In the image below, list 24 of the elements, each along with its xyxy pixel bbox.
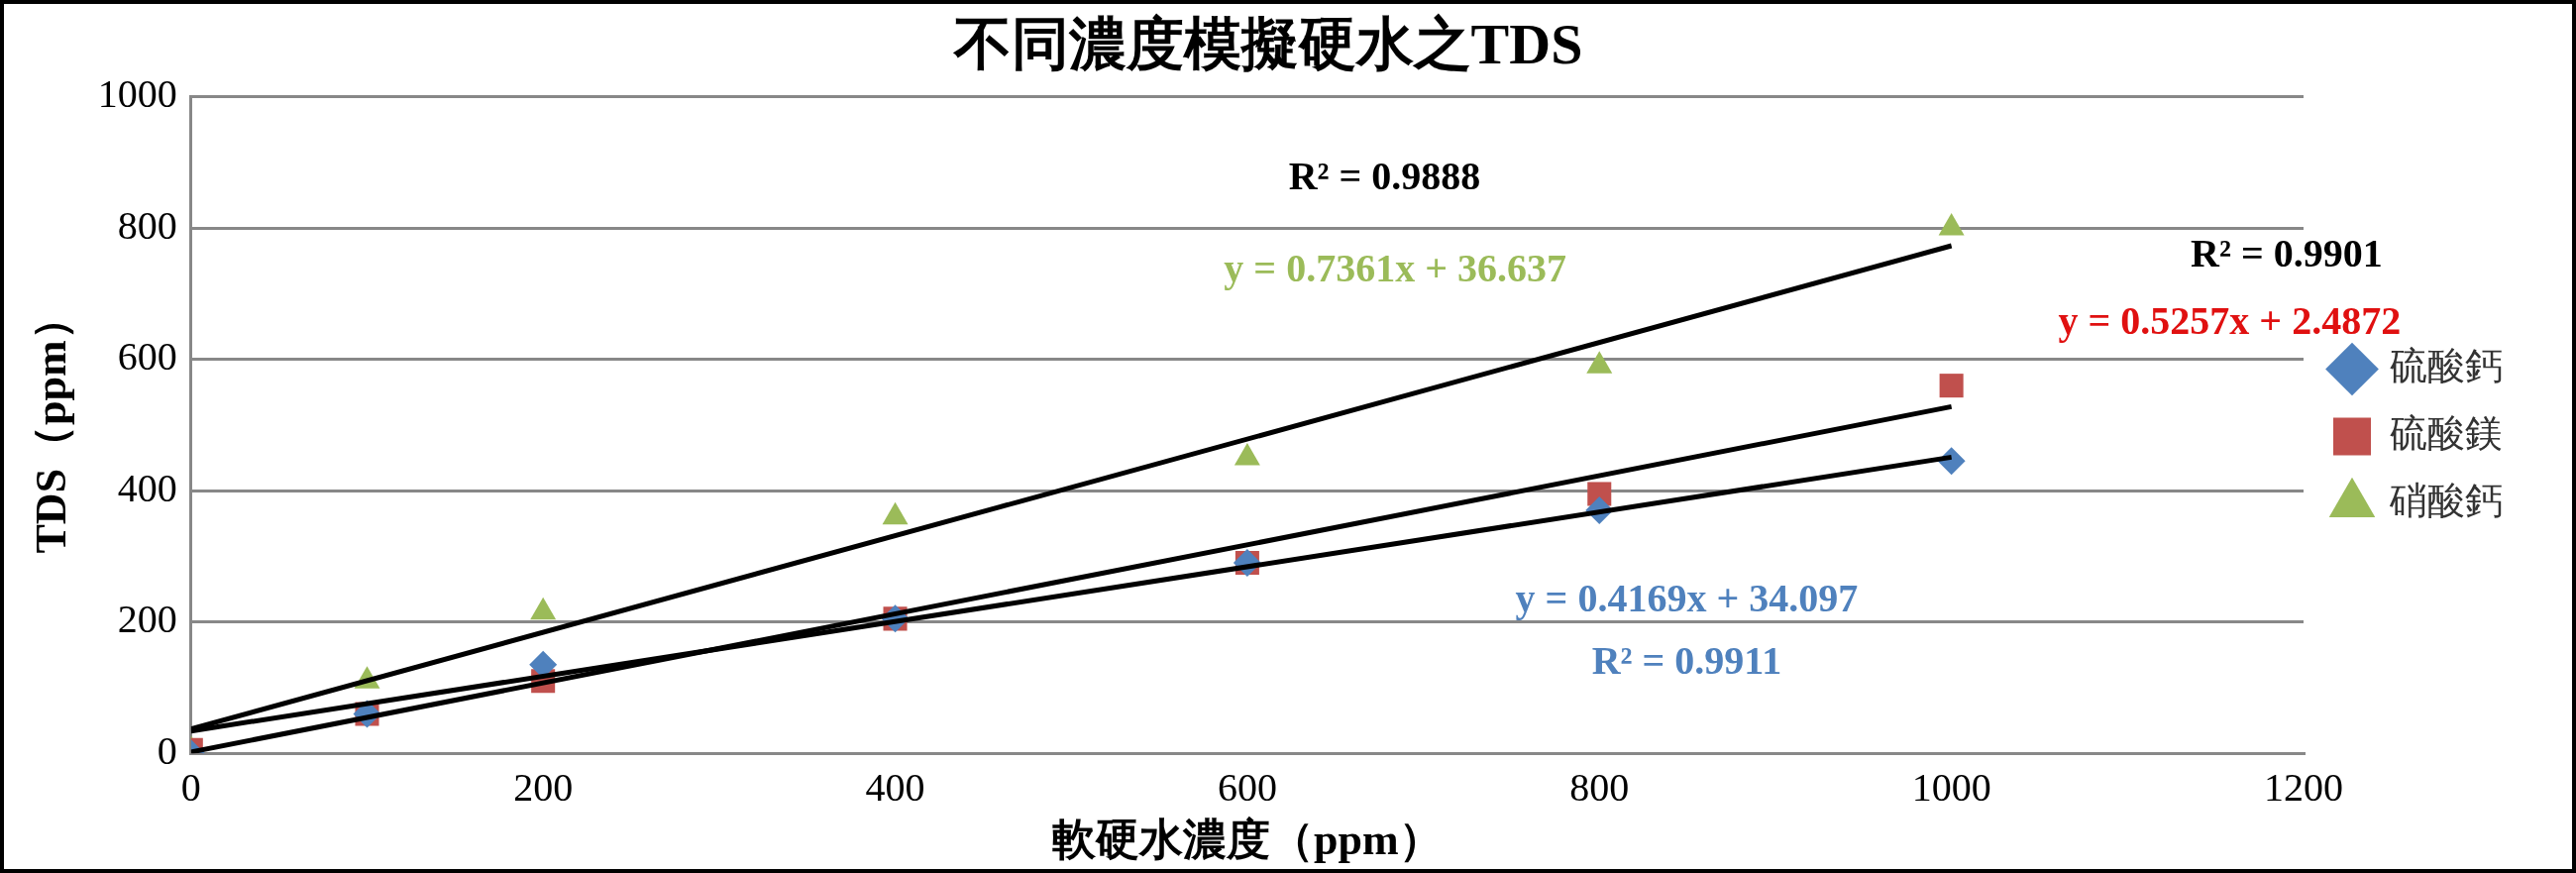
x-tick-label: 400 xyxy=(865,764,925,810)
annotation: R² = 0.9911 xyxy=(1591,638,1782,684)
x-tick-label: 1200 xyxy=(2264,764,2343,810)
y-tick-label: 0 xyxy=(157,727,177,773)
legend-label: 硫酸鈣 xyxy=(2390,344,2503,388)
y-axis-title: TDS（ppm） xyxy=(26,296,75,554)
x-axis-title: 軟硬水濃度（ppm） xyxy=(1052,815,1443,864)
chart-title: 不同濃度模擬硬水之TDS xyxy=(951,11,1583,76)
annotation: y = 0.7361x + 36.637 xyxy=(1224,245,1566,290)
x-tick-label: 600 xyxy=(1217,764,1277,810)
y-tick-label: 800 xyxy=(117,202,177,248)
annotation: y = 0.4169x + 34.097 xyxy=(1515,576,1859,621)
annotation: y = 0.5257x + 2.4872 xyxy=(2058,297,2402,343)
y-tick-label: 600 xyxy=(117,334,177,380)
annotation: R² = 0.9888 xyxy=(1288,154,1481,199)
legend-label: 硝酸鈣 xyxy=(2389,479,2503,523)
x-tick-label: 1000 xyxy=(1911,764,1991,810)
annotation: R² = 0.9901 xyxy=(2191,230,2383,275)
y-tick-label: 400 xyxy=(117,465,177,510)
x-tick-label: 200 xyxy=(513,764,574,810)
y-tick-label: 1000 xyxy=(97,71,177,117)
legend-label: 硫酸鎂 xyxy=(2390,411,2503,456)
x-tick-label: 800 xyxy=(1569,764,1630,810)
y-tick-label: 200 xyxy=(117,597,177,642)
